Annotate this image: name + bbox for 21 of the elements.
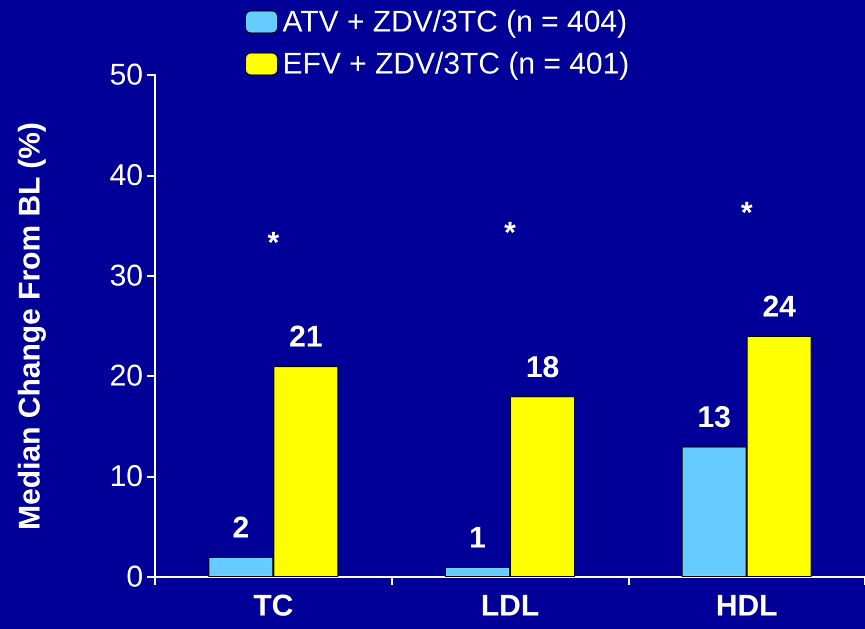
y-tick-label: 0 bbox=[126, 560, 143, 594]
data-label: 21 bbox=[289, 320, 323, 354]
y-tick-label: 30 bbox=[110, 259, 143, 292]
x-tick-label: TC bbox=[253, 590, 294, 622]
legend-label: EFV + ZDV/3TC (n = 401) bbox=[282, 48, 630, 80]
y-tick-label: 10 bbox=[110, 460, 143, 494]
data-label: 18 bbox=[526, 350, 560, 384]
x-tick-label: HDL bbox=[716, 590, 778, 622]
y-tick-label: 50 bbox=[110, 58, 143, 92]
x-tick-label: LDL bbox=[480, 590, 540, 622]
data-label: 2 bbox=[232, 511, 250, 544]
annotation: * bbox=[504, 216, 516, 250]
data-label: 24 bbox=[762, 290, 796, 324]
y-tick-label: 40 bbox=[110, 158, 143, 192]
annotation: * bbox=[267, 226, 280, 260]
data-label: 1 bbox=[469, 521, 486, 554]
data-label: 13 bbox=[697, 400, 731, 434]
annotation: * bbox=[740, 196, 753, 230]
y-axis-title: Median Change From BL (%) bbox=[14, 122, 46, 530]
y-tick-label: 20 bbox=[110, 360, 143, 393]
legend-label: ATV + ZDV/3TC (n = 404) bbox=[282, 6, 628, 38]
